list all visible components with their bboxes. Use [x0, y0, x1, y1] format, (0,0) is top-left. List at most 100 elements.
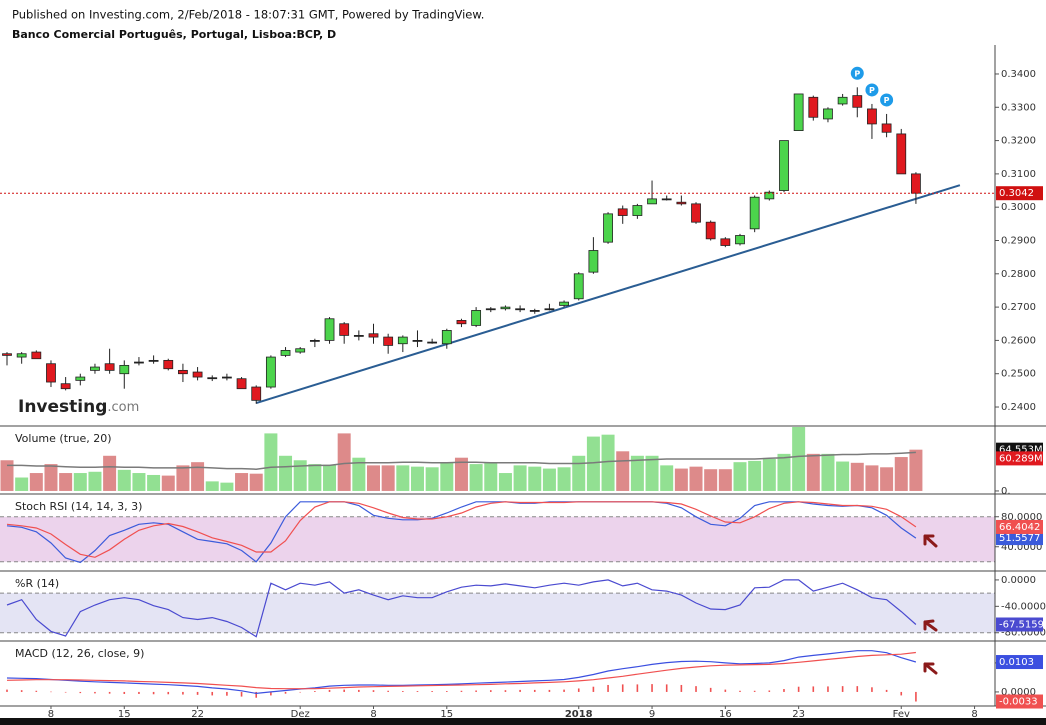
histogram-bar: [460, 690, 463, 692]
volume-bar: [205, 481, 219, 491]
panes: 0.2400 0.2500 0.2600 0.2700 0.2800 0.2900 0.30…: [0, 45, 1046, 720]
histogram-bar: [592, 686, 595, 692]
volume-bar: [557, 467, 571, 491]
candle-body: [852, 95, 863, 108]
histogram-bar: [416, 691, 419, 692]
volume-bar: [381, 465, 395, 491]
histogram-bar: [871, 687, 873, 692]
x-tick-label: 22: [191, 709, 204, 720]
y-tick-label: 0.2400: [1001, 402, 1036, 413]
histogram-bar: [841, 686, 844, 692]
arrow: [923, 662, 938, 675]
candle-body: [691, 203, 701, 223]
x-tick-label: 15: [118, 709, 131, 720]
candle-body: [515, 308, 525, 311]
last-value: 51.5577: [999, 533, 1040, 544]
candle-body: [881, 123, 892, 133]
volume-bar: [616, 451, 630, 491]
candle-body: [632, 205, 643, 216]
y-tick-label: 0.2700: [1001, 302, 1036, 313]
volume-bar: [894, 457, 908, 491]
candle-body: [46, 363, 56, 383]
candle-body: [661, 198, 672, 201]
y-tick-label: 0.3300: [1001, 102, 1036, 113]
histogram-bar: [152, 691, 155, 695]
last-value-box: [996, 655, 1043, 670]
volume-bar: [601, 434, 615, 491]
logo: Investing.com: [18, 397, 139, 417]
volume-bar: [469, 464, 483, 491]
volume-bar: [792, 427, 806, 491]
volume-last: 64.553M: [999, 445, 1043, 456]
histogram-bar: [402, 691, 404, 692]
marker: [850, 66, 864, 80]
candle-body: [2, 353, 12, 356]
volume-bar: [572, 455, 586, 491]
candle-body: [90, 366, 100, 371]
candle-body: [134, 361, 144, 364]
marker-label: P: [869, 86, 875, 95]
volume-ma: [7, 451, 916, 470]
annotation-arrows: [923, 534, 938, 675]
histogram-bar: [431, 691, 433, 692]
candle-body: [544, 308, 555, 311]
histogram-bar: [372, 690, 375, 692]
y-tick-label: 40.0000: [1001, 542, 1042, 553]
volume-bar: [660, 465, 674, 491]
volume-bar: [733, 462, 747, 491]
histogram-bar: [636, 684, 639, 692]
histogram-bar: [651, 684, 653, 692]
histogram-bar: [284, 691, 287, 694]
histogram-bar: [6, 689, 8, 692]
volume-bar: [264, 433, 278, 491]
volume-bar: [484, 462, 498, 491]
histogram-bar: [94, 691, 96, 694]
candle-body: [221, 376, 232, 379]
volume-bar: [308, 464, 322, 491]
histogram-bar: [885, 689, 888, 692]
marker-label: P: [884, 96, 890, 105]
histogram-bar: [64, 691, 67, 693]
volume-bar: [235, 473, 249, 491]
candle-body: [207, 377, 218, 380]
candle-body: [397, 336, 408, 345]
histogram-last: -0.0033: [999, 697, 1038, 708]
band: [0, 593, 995, 633]
histogram-bar: [446, 691, 448, 692]
candle-body: [280, 349, 291, 356]
candle-body: [309, 340, 320, 342]
marker: [880, 93, 894, 107]
candle-body: [163, 359, 174, 370]
x-tick-label: Fev: [893, 709, 910, 720]
histogram-bar: [665, 684, 668, 692]
volume-bar: [425, 467, 439, 491]
histogram-bar: [226, 691, 228, 696]
candle-body: [75, 376, 86, 381]
histogram-bar: [856, 686, 859, 692]
pane-title: %R (14): [15, 577, 59, 590]
histogram-bar: [328, 689, 331, 692]
candle-body: [456, 320, 467, 325]
last-value: -67.5159: [999, 619, 1044, 630]
candle-body: [529, 310, 540, 312]
histogram-bar: [533, 689, 536, 692]
histogram-bar: [299, 691, 301, 693]
candle-body: [705, 221, 716, 240]
candle-body: [808, 96, 819, 118]
y-tick-label: 0.3000: [1001, 202, 1036, 213]
volume-bar: [103, 455, 117, 491]
candle-body: [720, 238, 731, 246]
histogram-bar: [739, 690, 741, 692]
volume-bar: [73, 473, 87, 491]
histogram-bar: [563, 689, 565, 692]
candle-body: [837, 96, 848, 105]
candle-body: [192, 371, 203, 378]
symbol-title: Banco Comercial Português, Portugal, Lis…: [12, 28, 336, 41]
pane-title: Volume (true, 20): [15, 432, 112, 445]
x-tick-label: 8: [971, 709, 977, 720]
candle-body: [178, 369, 188, 375]
candle-body: [867, 108, 877, 125]
histogram-bar: [753, 690, 756, 692]
y-tick-label: 0.3100: [1001, 169, 1036, 180]
